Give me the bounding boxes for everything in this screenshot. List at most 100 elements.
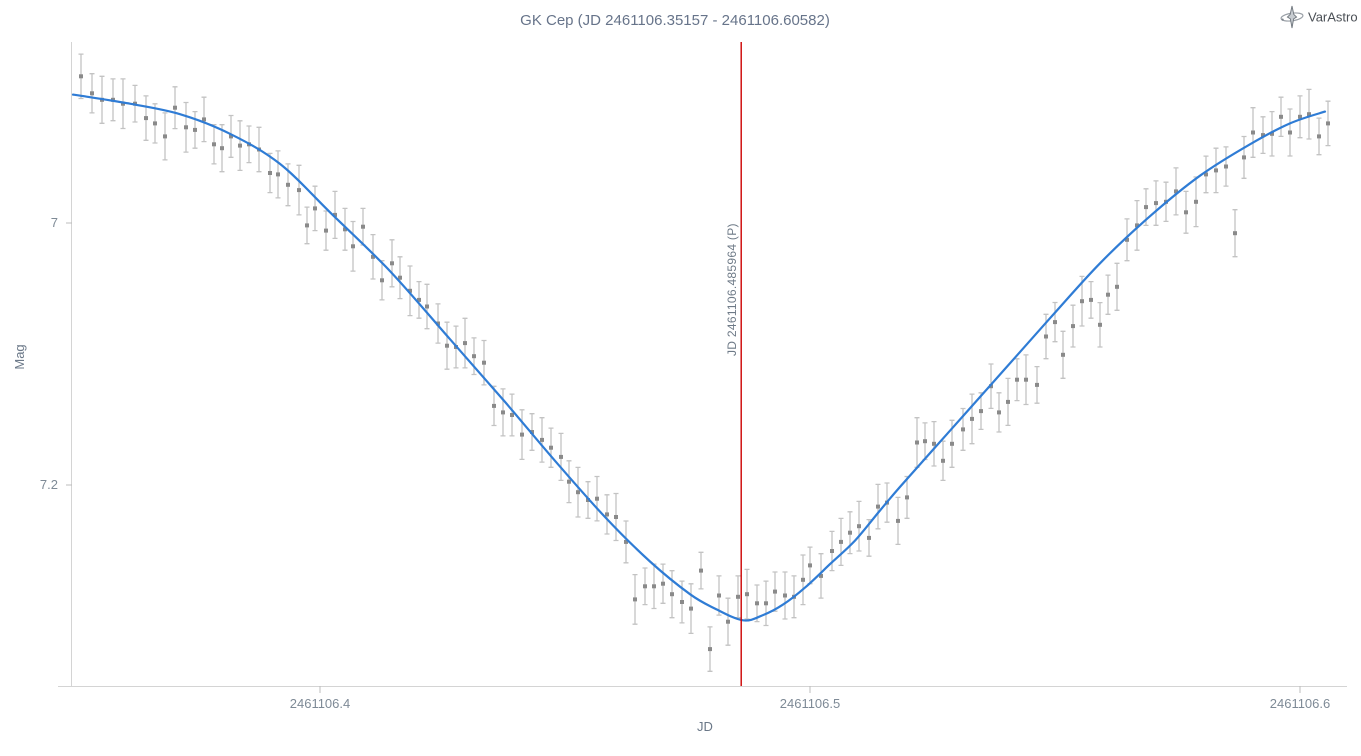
data-point — [595, 496, 599, 501]
data-point — [297, 188, 301, 193]
data-point — [1279, 114, 1283, 119]
data-point — [1089, 297, 1093, 302]
data-point — [144, 116, 148, 121]
data-point — [736, 594, 740, 599]
data-point — [783, 593, 787, 598]
star-sparkle-icon — [1280, 5, 1304, 29]
data-point — [997, 410, 1001, 415]
y-axis-title: Mag — [12, 344, 27, 369]
data-point — [390, 261, 394, 266]
data-point — [1242, 155, 1246, 160]
data-point — [220, 146, 224, 151]
data-point — [436, 321, 440, 326]
data-point — [1015, 377, 1019, 382]
scatter-series — [79, 74, 1330, 652]
data-point — [717, 593, 721, 598]
data-point — [417, 297, 421, 302]
data-point — [1288, 130, 1292, 135]
data-point — [808, 563, 812, 568]
data-point — [605, 512, 609, 517]
data-point — [764, 601, 768, 606]
data-point — [1214, 168, 1218, 173]
data-point — [324, 228, 328, 233]
data-point — [1326, 121, 1330, 126]
chart-title: GK Cep (JD 2461106.35157 - 2461106.60582… — [520, 12, 830, 29]
data-point — [773, 589, 777, 594]
data-point — [1106, 292, 1110, 297]
data-point — [1053, 320, 1057, 325]
data-point — [1184, 210, 1188, 215]
data-point — [202, 117, 206, 122]
data-point — [726, 619, 730, 624]
data-point — [1261, 133, 1265, 138]
data-point — [680, 600, 684, 604]
data-point — [950, 441, 954, 446]
data-point — [380, 278, 384, 283]
data-point — [708, 647, 712, 652]
data-point — [90, 91, 94, 96]
data-point — [1270, 131, 1274, 136]
data-point — [482, 360, 486, 365]
data-point — [755, 601, 759, 606]
data-point — [173, 105, 177, 110]
data-point — [212, 142, 216, 147]
data-point — [1224, 164, 1228, 169]
data-point — [398, 275, 402, 280]
data-point — [941, 458, 945, 463]
data-point — [979, 409, 983, 414]
x-tick-label: 2461106.6 — [1270, 696, 1331, 711]
data-point — [371, 254, 375, 259]
data-point — [1204, 172, 1208, 177]
data-point — [520, 432, 524, 437]
data-point — [492, 403, 496, 408]
data-point — [689, 606, 693, 611]
data-point — [238, 143, 242, 148]
data-point — [1061, 352, 1065, 357]
data-point — [1115, 284, 1119, 289]
data-point — [1080, 299, 1084, 304]
varastro-logo[interactable]: VarAstro — [1280, 5, 1358, 29]
data-point — [876, 504, 880, 509]
data-point — [1006, 399, 1010, 404]
data-point — [1144, 205, 1148, 210]
data-point — [624, 539, 628, 544]
data-point — [1125, 237, 1129, 242]
data-point — [1298, 114, 1302, 119]
fit-curve — [71, 93, 1327, 622]
x-tick-label: 2461106.4 — [290, 696, 351, 711]
data-point — [961, 427, 965, 432]
data-point — [268, 171, 272, 175]
data-point — [1135, 223, 1139, 228]
data-point — [932, 441, 936, 446]
data-point — [530, 430, 534, 434]
data-point — [1233, 231, 1237, 236]
data-point — [163, 134, 167, 139]
data-point — [305, 223, 309, 228]
data-point — [121, 101, 125, 106]
data-point — [839, 539, 843, 544]
data-point — [643, 584, 647, 589]
y-tick-label: 7 — [51, 215, 58, 230]
data-point — [463, 341, 467, 346]
data-point — [361, 224, 365, 229]
data-point — [670, 592, 674, 597]
data-point — [1024, 377, 1028, 382]
data-point — [905, 495, 909, 500]
data-point — [801, 577, 805, 582]
data-point — [745, 592, 749, 597]
data-point — [559, 454, 563, 459]
data-point — [896, 518, 900, 523]
data-point — [867, 535, 871, 540]
data-point — [445, 343, 449, 348]
data-point — [425, 304, 429, 309]
data-point — [848, 530, 852, 535]
data-point — [1044, 334, 1048, 339]
data-point — [1317, 134, 1321, 139]
data-point — [915, 440, 919, 445]
data-point — [229, 134, 233, 139]
minimum-line-label: JD 2461106.485964 (P) — [725, 223, 739, 356]
x-axis-title: JD — [697, 719, 713, 734]
data-point — [661, 581, 665, 586]
data-point — [333, 212, 337, 217]
